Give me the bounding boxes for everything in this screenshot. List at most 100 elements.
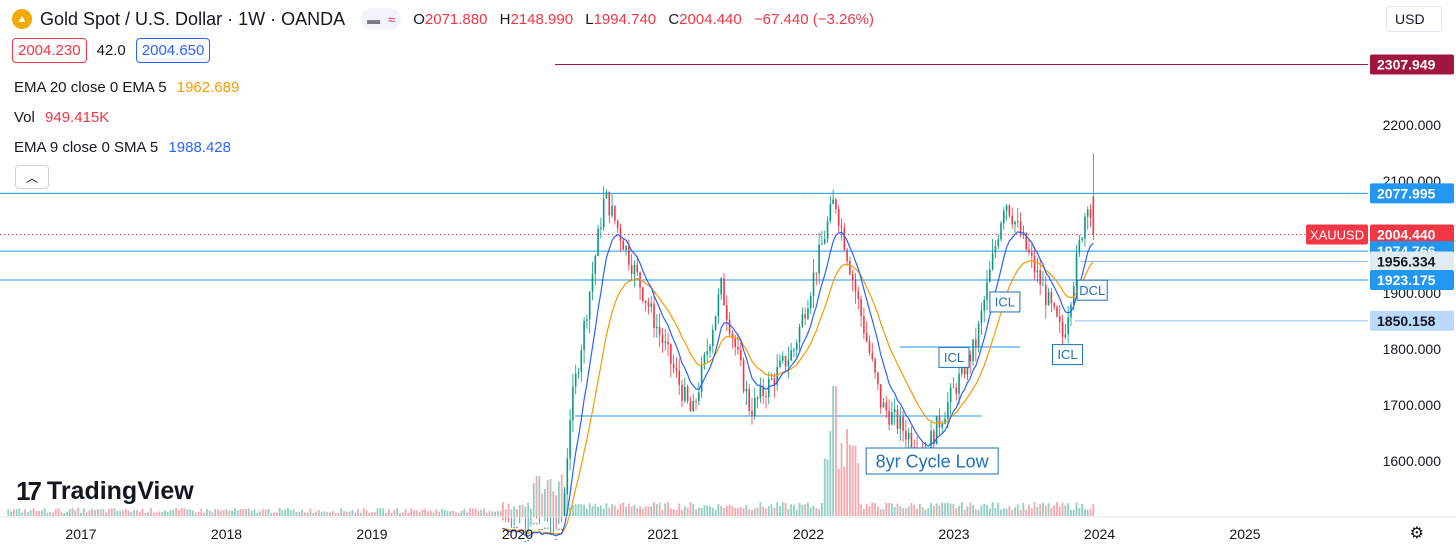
volume-bar — [1000, 509, 1002, 516]
settings-icon[interactable]: ⚙ — [1409, 525, 1424, 542]
volume-bar — [837, 468, 840, 516]
volume-bar — [580, 504, 583, 516]
buy-button[interactable]: 2004.650 — [135, 38, 211, 63]
volume-bar — [401, 512, 404, 516]
wave-icon[interactable]: ≈ — [388, 11, 396, 27]
candle — [787, 360, 790, 367]
volume-bar — [289, 510, 292, 516]
volume-bar — [497, 510, 499, 516]
volume-bar — [681, 509, 683, 516]
candle — [1072, 286, 1075, 305]
volume-bar — [821, 503, 823, 516]
volume-bar — [653, 502, 655, 516]
candle — [1019, 221, 1022, 236]
volume-bar — [320, 511, 323, 516]
volume-bar — [186, 509, 189, 516]
price-label-bg — [1370, 270, 1454, 291]
candle — [837, 208, 840, 226]
volume-bar — [669, 508, 672, 516]
volume-bar — [773, 507, 776, 516]
open-label: O — [413, 10, 425, 28]
candle — [829, 203, 832, 222]
time-axis[interactable]: 2017 2018 2019 2020 2021 2022 2023 2024 2025 — [0, 516, 1456, 542]
volume-bar — [863, 509, 865, 516]
sell-button[interactable]: 2004.230 — [12, 38, 87, 63]
volume-bar — [720, 506, 723, 516]
volume-bar — [250, 510, 253, 516]
volume-bar — [147, 512, 150, 516]
volume-bar — [1005, 508, 1008, 516]
volume-bar — [1053, 505, 1056, 516]
volume-bar — [1092, 503, 1095, 516]
volume-bar — [748, 508, 751, 516]
volume-bar — [228, 510, 231, 516]
volume-bar — [885, 502, 888, 516]
candle — [1064, 334, 1067, 338]
volume-bar — [491, 511, 494, 516]
volume-bar — [197, 512, 200, 516]
volume-bar — [711, 507, 714, 516]
candle — [863, 316, 865, 334]
indicator-label: EMA 20 close 0 EMA 5 — [14, 79, 167, 96]
currency-select[interactable]: USD — [1386, 6, 1442, 32]
volume-bar — [725, 505, 728, 516]
candle — [1036, 270, 1039, 273]
symbol-title[interactable]: Gold Spot / U.S. Dollar · 1W · OANDA — [40, 8, 346, 29]
volume-bar — [840, 443, 843, 516]
price-label-bg — [1370, 54, 1454, 75]
volume-bar — [298, 511, 301, 516]
minus-icon[interactable]: ▬ — [367, 11, 381, 27]
candle — [723, 278, 725, 306]
volume-bar — [94, 509, 96, 516]
volume-bar — [309, 508, 312, 516]
candle — [809, 295, 812, 309]
price-axis[interactable]: 1600.0001700.0001800.0001900.0002000.000… — [1306, 0, 1456, 550]
volume-bar — [619, 503, 622, 516]
volume-bar — [256, 512, 259, 516]
indicator-volume[interactable]: Vol 949.415K — [14, 109, 109, 126]
high-value: 2148.990 — [510, 10, 574, 28]
candle — [630, 264, 633, 275]
volume-bar — [795, 509, 798, 516]
volume-bar — [627, 503, 630, 516]
candle — [1092, 196, 1095, 235]
volume-bar — [535, 475, 538, 516]
x-tick-label: 2024 — [1084, 526, 1115, 542]
candle — [586, 319, 588, 321]
collapse-indicators-button[interactable]: ︿ — [15, 165, 49, 189]
volume-bar — [359, 512, 362, 516]
candle — [689, 400, 692, 412]
volume-bar — [882, 509, 885, 516]
price-label-bg — [1370, 224, 1454, 245]
candle — [991, 252, 994, 270]
volume-bar — [616, 509, 619, 516]
volume-bar — [340, 508, 343, 516]
gold-coin-icon: ▲ — [12, 9, 32, 29]
annotation-text: ICL — [1057, 347, 1077, 362]
volume-bar — [717, 503, 720, 516]
indicator-ema20[interactable]: EMA 20 close 0 EMA 5 1962.689 — [14, 79, 239, 96]
volume-bar — [477, 510, 480, 516]
volume-bar — [362, 508, 365, 516]
candle — [756, 397, 759, 399]
volume-bar — [784, 502, 787, 516]
indicator-pill[interactable]: ▬ ≈ — [361, 8, 402, 30]
candle — [765, 396, 767, 398]
candle — [941, 423, 944, 428]
candle — [930, 431, 932, 454]
candle — [882, 402, 885, 408]
volume-bar — [96, 509, 99, 516]
volume-bar — [1084, 509, 1086, 516]
volume-bar — [323, 511, 326, 516]
volume-bar — [284, 509, 287, 516]
indicator-value: 1962.689 — [176, 79, 240, 96]
candle — [1086, 209, 1089, 217]
volume-bar — [613, 505, 616, 516]
volume-bar — [236, 510, 239, 516]
candle — [661, 334, 664, 343]
volume-bar — [538, 476, 541, 516]
indicator-ema9[interactable]: EMA 9 close 0 SMA 5 1988.428 — [14, 139, 231, 156]
volume-bar — [231, 510, 233, 516]
volume-bar — [960, 502, 963, 516]
